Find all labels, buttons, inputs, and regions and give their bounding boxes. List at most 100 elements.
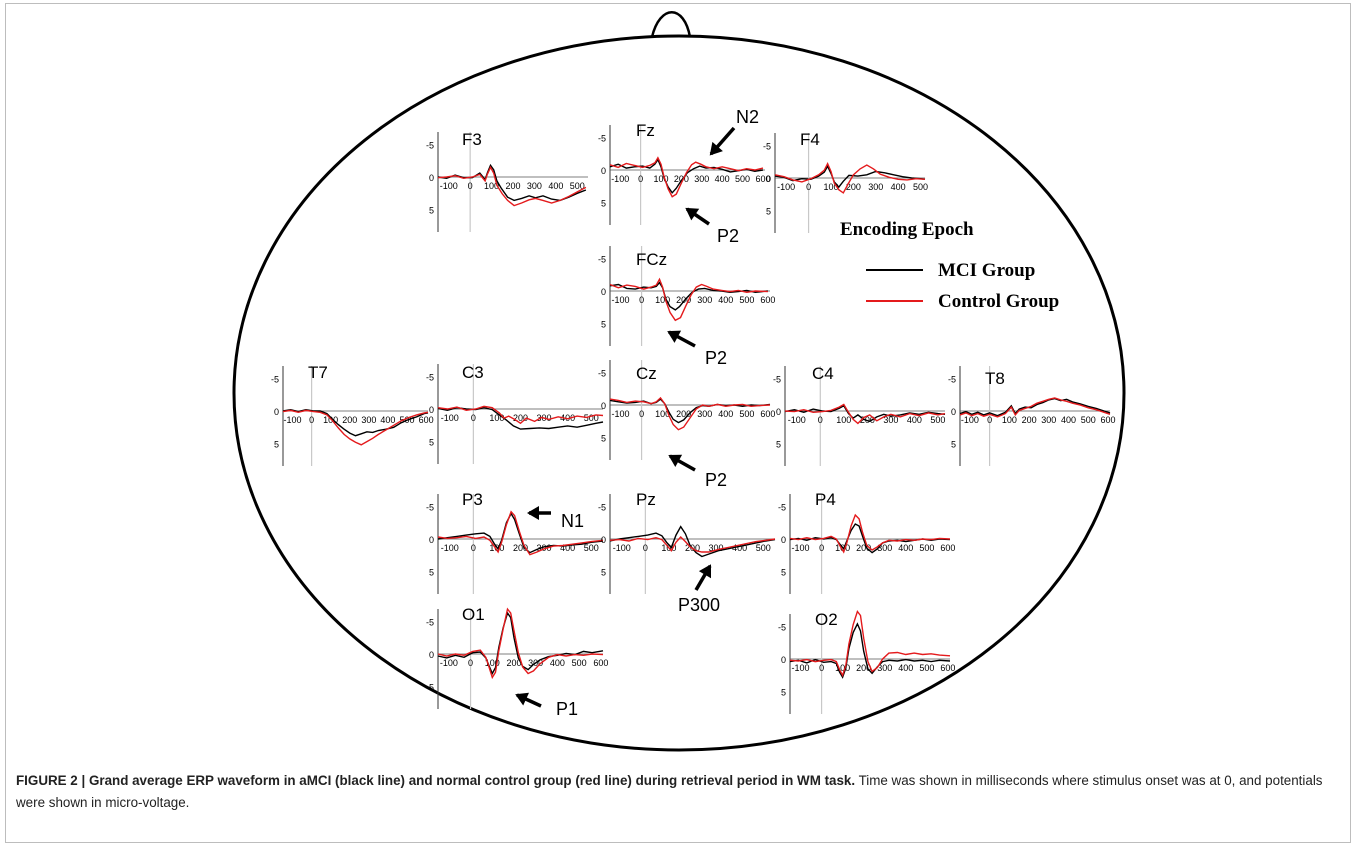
series-line-mci [437,406,604,430]
plot-T8: -5 0 5 -100 0 100 200 300 400 500 600 T8 [948,366,1116,466]
annotation-label: N1 [561,511,584,531]
series-line-mci [774,164,926,189]
x-tick-label: 200 [856,663,871,673]
x-tick-label: -100 [611,174,629,184]
x-tick-label: 100 [823,182,838,192]
y-tick-label: 0 [601,166,606,176]
series-line-control [609,156,764,198]
y-tick-label: -5 [271,375,279,385]
x-tick-label: 300 [709,543,724,553]
y-tick-label: -5 [598,255,606,265]
annotation-label: P2 [705,348,727,368]
x-tick-label: 200 [513,543,528,553]
x-tick-label: 500 [739,295,754,305]
y-tick-label: 5 [274,440,279,450]
y-tick-label: -5 [778,623,786,633]
x-tick-label: 400 [548,181,563,191]
x-tick-label: 0 [818,415,823,425]
x-tick-label: 200 [846,182,861,192]
x-tick-label: 400 [380,415,395,425]
x-tick-label: 400 [560,413,575,423]
x-tick-label: 500 [735,174,750,184]
annotation-arrowhead [685,207,700,221]
x-tick-label: 600 [419,415,434,425]
x-tick-label: 0 [643,543,648,553]
x-tick-label: 0 [471,543,476,553]
series-line-mci [959,397,1111,417]
x-tick-label: 600 [940,543,955,553]
x-tick-label: 500 [570,181,585,191]
y-tick-label: -5 [778,503,786,513]
y-tick-label: 5 [601,434,606,444]
series-line-control [609,535,776,553]
x-tick-label: 0 [468,181,473,191]
electrode-label: T7 [308,363,328,382]
x-tick-label: -100 [612,409,630,419]
annotation-label: P2 [717,226,739,246]
annotation-label: P300 [678,595,720,615]
y-tick-label: 0 [766,174,771,184]
annotation-arrowhead [668,454,683,467]
x-tick-label: 300 [877,663,892,673]
y-tick-label: -5 [773,375,781,385]
y-tick-label: 0 [951,407,956,417]
electrode-label: P3 [462,490,483,509]
y-tick-label: 0 [429,650,434,660]
y-tick-label: -5 [598,134,606,144]
y-tick-label: 5 [429,438,434,448]
series-line-mci [609,158,764,194]
y-tick-label: 0 [429,535,434,545]
x-tick-label: 500 [1081,415,1096,425]
electrode-label: C3 [462,363,484,382]
x-tick-label: 0 [987,415,992,425]
series-line-control [437,607,604,680]
x-tick-label: 300 [1041,415,1056,425]
chart-legend: Encoding Epoch MCI Group Control Group [840,219,1059,312]
y-tick-label: 0 [601,287,606,297]
x-tick-label: 200 [856,543,871,553]
x-tick-label: 400 [907,415,922,425]
x-tick-label: 300 [697,295,712,305]
x-tick-label: 0 [819,663,824,673]
y-tick-label: -5 [598,503,606,513]
legend-label-control: Control Group [938,291,1059,312]
y-tick-label: 0 [429,173,434,183]
x-tick-label: -100 [440,181,458,191]
annotation-p2: P2 [667,330,727,368]
electrode-label: O2 [815,610,838,629]
x-tick-label: 0 [468,658,473,668]
x-tick-label: 600 [760,409,775,419]
series-line-control [437,510,604,556]
annotation-label: P2 [705,470,727,490]
x-tick-label: -100 [612,295,630,305]
x-tick-label: 200 [676,295,691,305]
y-tick-label: -5 [426,141,434,151]
x-tick-label: 300 [697,409,712,419]
x-tick-label: -100 [441,543,459,553]
y-tick-label: -5 [426,373,434,383]
legend-title: Encoding Epoch [840,219,974,240]
electrode-label: C4 [812,364,834,383]
x-tick-label: 600 [1101,415,1116,425]
y-tick-label: 5 [601,320,606,330]
y-tick-label: 5 [429,568,434,578]
x-tick-label: 200 [505,181,520,191]
x-tick-label: 400 [560,543,575,553]
x-tick-label: 400 [732,543,747,553]
y-tick-label: -5 [948,375,956,385]
annotation-p2: P2 [685,207,739,246]
x-tick-label: -100 [792,663,810,673]
x-tick-label: 600 [760,295,775,305]
x-tick-label: 400 [718,409,733,419]
caption-text: Time was shown in milliseconds where sti… [16,773,1323,810]
x-tick-label: 200 [506,658,521,668]
series-line-mci [784,404,946,423]
x-tick-label: 300 [868,182,883,192]
y-tick-label: 5 [601,199,606,209]
x-tick-label: -100 [777,182,795,192]
x-tick-label: 400 [891,182,906,192]
x-tick-label: 0 [638,174,643,184]
